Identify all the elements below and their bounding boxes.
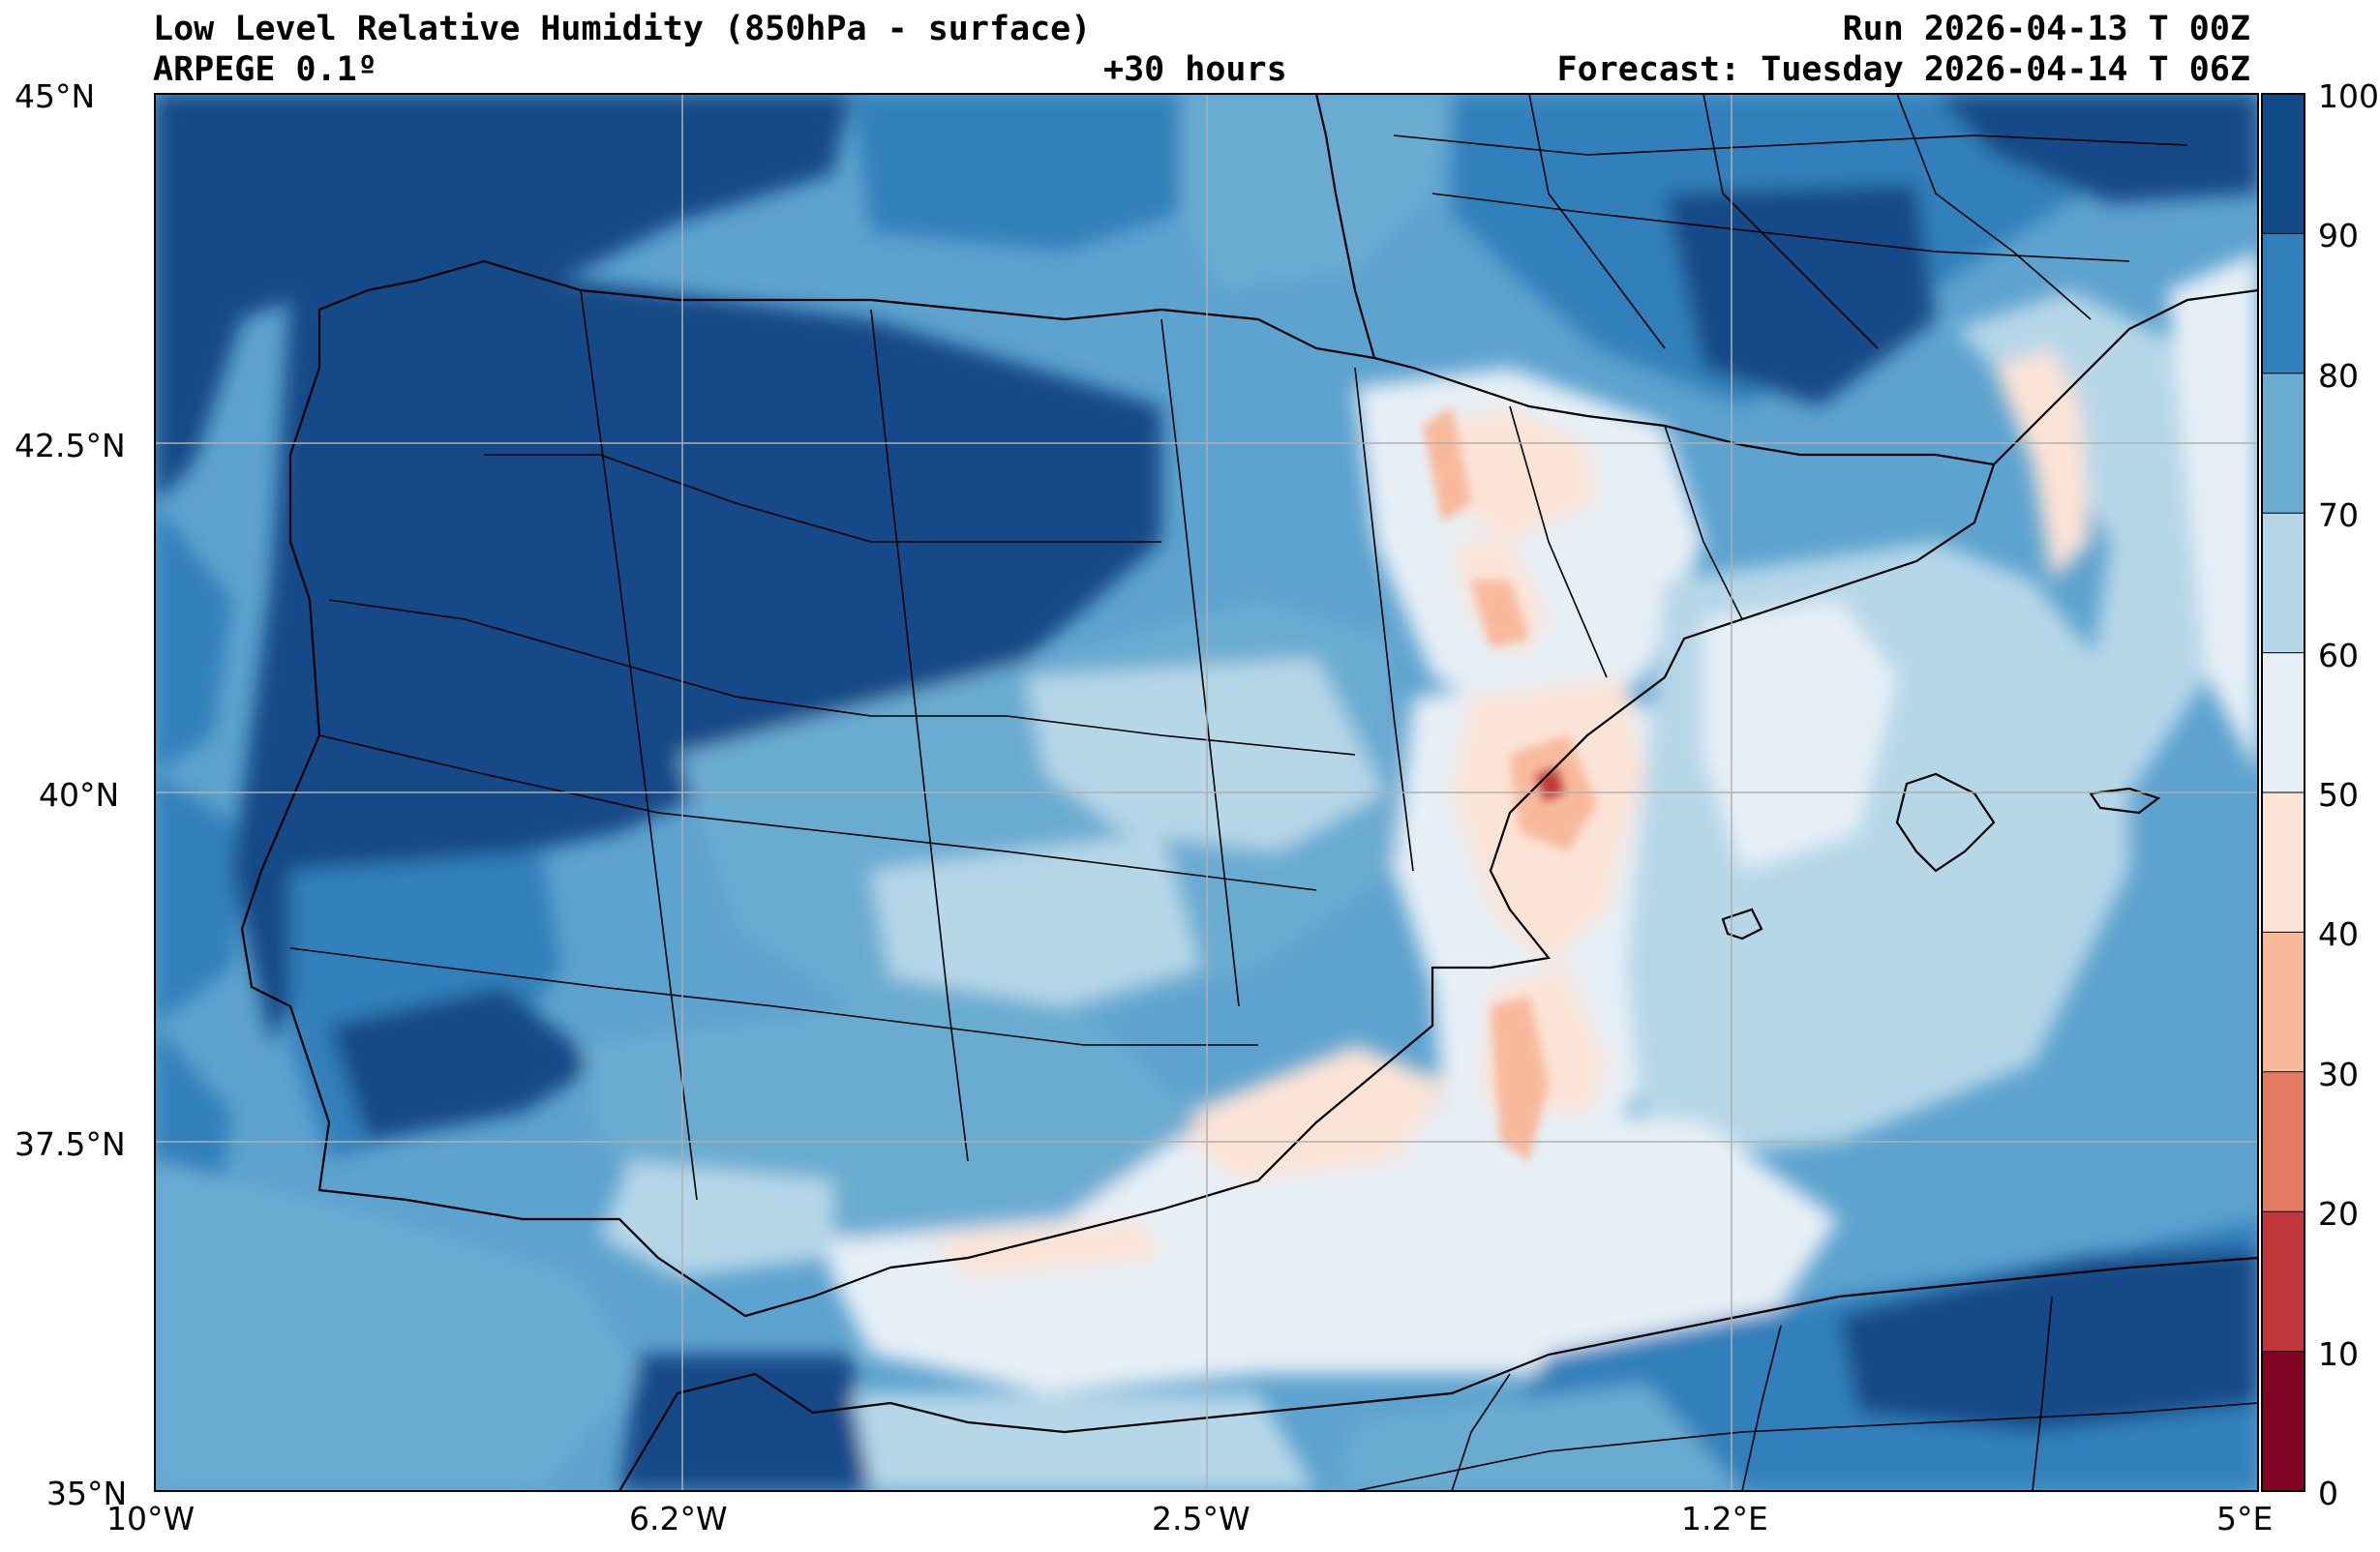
lon-tick-label: 5°E <box>2216 1500 2274 1537</box>
colorbar-block <box>2262 1351 2305 1492</box>
colorbar-block <box>2262 233 2305 374</box>
lat-tick-label: 35°N <box>46 1475 128 1512</box>
coastlines <box>240 94 2258 1491</box>
province-borders <box>289 94 2258 1491</box>
colorbar-blocks <box>2262 94 2305 1492</box>
colorbar-label: 40 <box>2318 915 2359 953</box>
lead-time-label: +30 hours <box>1103 50 1287 89</box>
lat-tick-label: 42.5°N <box>15 427 126 464</box>
lon-tick-label: 2.5°W <box>1152 1500 1250 1537</box>
colorbar-block <box>2262 652 2305 793</box>
colorbar-label: 50 <box>2318 776 2359 814</box>
colorbar-label: 10 <box>2318 1335 2359 1373</box>
run-label: Run 2026-04-13 T 00Z <box>1842 10 2250 48</box>
colorbar-block <box>2262 373 2305 514</box>
lon-tick-label: 10°W <box>106 1500 196 1537</box>
model-label: ARPEGE 0.1º <box>153 50 377 89</box>
map-title: Low Level Relative Humidity (850hPa - su… <box>153 10 1092 48</box>
graticule <box>155 94 2258 1491</box>
lat-tick-label: 45°N <box>15 77 96 115</box>
colorbar-block <box>2262 792 2305 933</box>
lon-tick-label: 1.2°E <box>1681 1500 1768 1537</box>
colorbar-label: 80 <box>2318 357 2359 395</box>
colorbar-label: 90 <box>2318 217 2359 254</box>
lon-tick-label: 6.2°W <box>629 1500 728 1537</box>
lat-tick-label: 40°N <box>39 776 120 814</box>
colorbar-block <box>2262 513 2305 654</box>
colorbar-label: 0 <box>2318 1475 2338 1512</box>
colorbar-label: 100 <box>2318 77 2379 115</box>
colorbar-label: 30 <box>2318 1056 2359 1093</box>
colorbar-block <box>2262 932 2305 1073</box>
colorbar-label: 60 <box>2318 637 2359 674</box>
colorbar-label: 70 <box>2318 496 2359 534</box>
colorbar-block <box>2262 1211 2305 1353</box>
colorbar-block <box>2262 94 2305 234</box>
map-frame <box>154 93 2259 1492</box>
colorbar-block <box>2262 1071 2305 1212</box>
colorbar-label: 20 <box>2318 1195 2359 1233</box>
colorbar-frame <box>2261 93 2305 1492</box>
lat-tick-label: 37.5°N <box>15 1125 126 1163</box>
forecast-label: Forecast: Tuesday 2026-04-14 T 06Z <box>1556 50 2250 89</box>
